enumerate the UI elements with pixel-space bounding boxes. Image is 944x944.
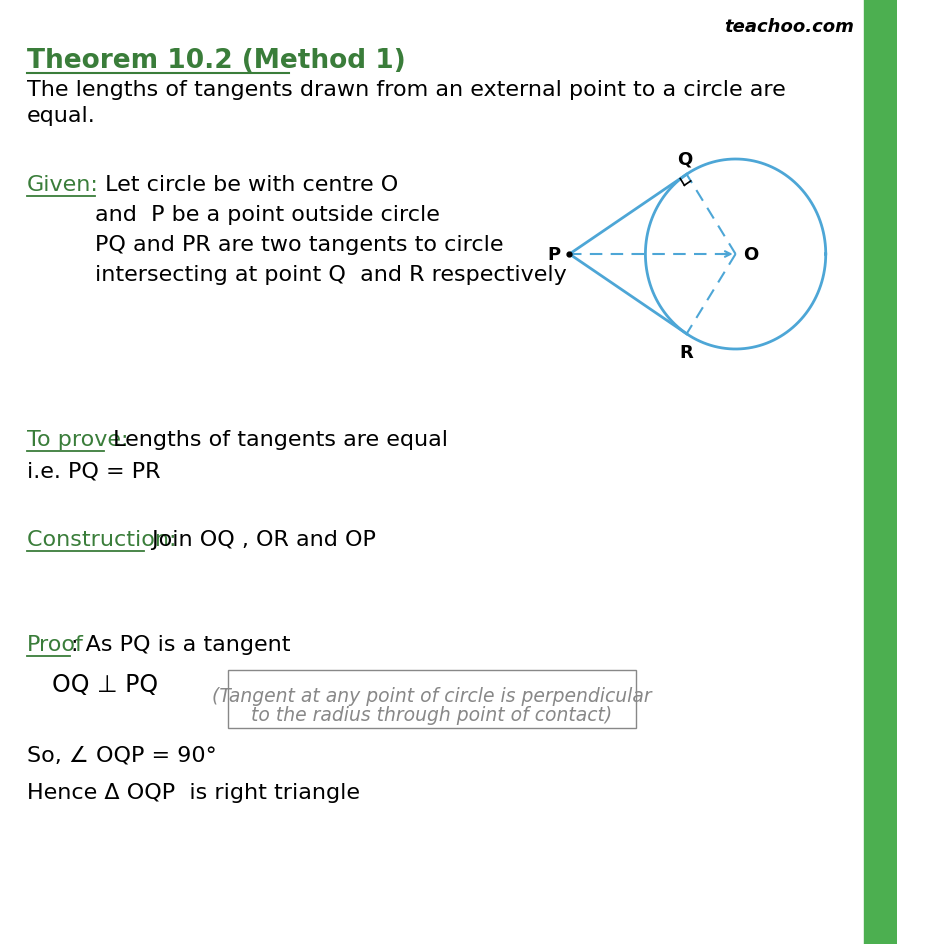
Text: equal.: equal.	[26, 106, 95, 126]
Text: Hence Δ OQP  is right triangle: Hence Δ OQP is right triangle	[26, 783, 360, 802]
Text: R: R	[679, 344, 693, 362]
Text: Proof: Proof	[26, 634, 83, 654]
Text: : As PQ is a tangent: : As PQ is a tangent	[71, 634, 291, 654]
Text: Construction:: Construction:	[26, 530, 183, 549]
Text: PQ and PR are two tangents to circle: PQ and PR are two tangents to circle	[94, 235, 503, 255]
Text: To prove:: To prove:	[26, 430, 128, 449]
Text: So, ∠ OQP = 90°: So, ∠ OQP = 90°	[26, 744, 216, 765]
Text: and  P be a point outside circle: and P be a point outside circle	[94, 205, 439, 225]
Text: teachoo.com: teachoo.com	[723, 18, 853, 36]
Text: i.e. PQ = PR: i.e. PQ = PR	[26, 462, 160, 481]
Text: Let circle be with centre O: Let circle be with centre O	[97, 175, 397, 194]
Text: P: P	[548, 245, 560, 263]
Text: intersecting at point Q  and R respectively: intersecting at point Q and R respective…	[94, 264, 566, 285]
Text: to the radius through point of contact): to the radius through point of contact)	[251, 705, 612, 724]
Text: (Tangent at any point of circle is perpendicular: (Tangent at any point of circle is perpe…	[211, 686, 651, 705]
Text: OQ ⊥ PQ: OQ ⊥ PQ	[52, 672, 159, 697]
Bar	[863, 0, 896, 944]
Bar	[228, 670, 635, 728]
Text: Theorem 10.2 (Method 1): Theorem 10.2 (Method 1)	[26, 48, 405, 74]
Text: O: O	[742, 245, 758, 263]
Text: Lengths of tangents are equal: Lengths of tangents are equal	[106, 430, 447, 449]
Text: Join OQ , OR and OP: Join OQ , OR and OP	[145, 530, 376, 549]
Text: Given:: Given:	[26, 175, 98, 194]
Text: The lengths of tangents drawn from an external point to a circle are: The lengths of tangents drawn from an ex…	[26, 80, 784, 100]
Text: Q: Q	[677, 150, 692, 168]
